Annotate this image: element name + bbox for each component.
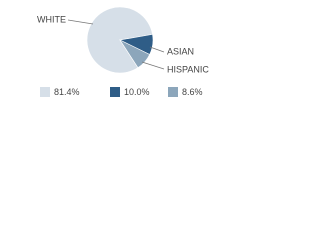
legend: 81.4% 10.0% 8.6% <box>40 87 203 97</box>
callout-line <box>141 61 165 70</box>
legend-label: 81.4% <box>54 87 80 97</box>
chart: WHITE ASIAN HISPANIC 81.4% 10.0% 8.6% <box>37 6 209 97</box>
slice-label: HISPANIC <box>167 64 209 74</box>
legend-swatch <box>168 87 178 97</box>
legend-label: 10.0% <box>124 87 150 97</box>
pie <box>86 6 154 74</box>
pie-slice <box>119 39 151 69</box>
legend-label: 8.6% <box>182 87 203 97</box>
callout-line <box>67 19 94 25</box>
slice-label: ASIAN <box>167 46 194 56</box>
legend-swatch <box>40 87 50 97</box>
legend-swatch <box>110 87 120 97</box>
slice-label: WHITE <box>37 14 66 24</box>
callout-line <box>149 46 165 53</box>
